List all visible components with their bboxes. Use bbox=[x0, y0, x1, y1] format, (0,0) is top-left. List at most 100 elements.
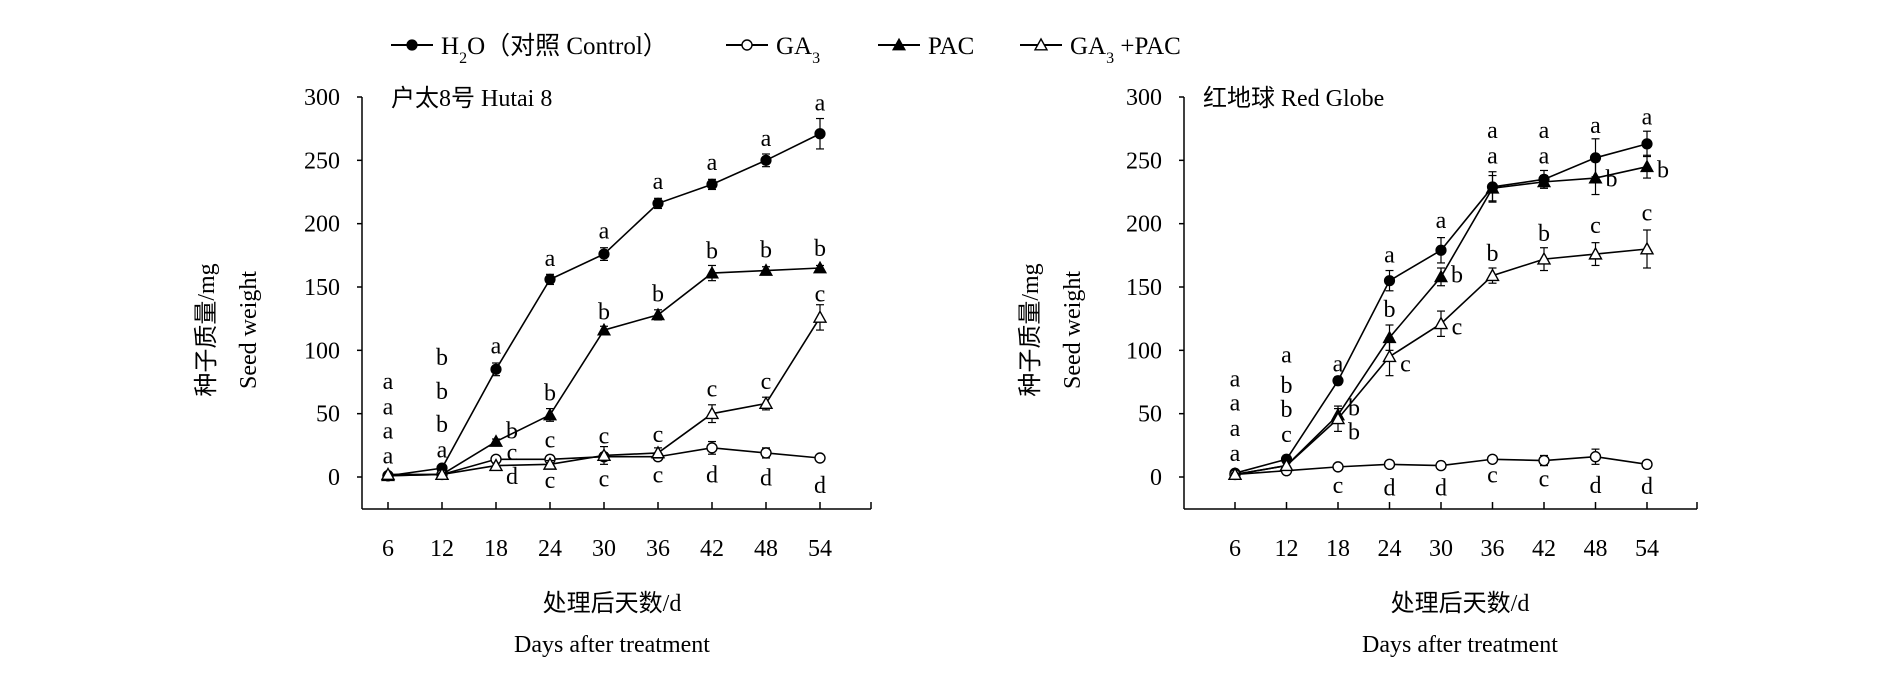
legend-item-ga3-pac: GA3 +PAC bbox=[1020, 33, 1181, 67]
significance-letter: a bbox=[1590, 113, 1601, 139]
x-tick-label: 24 bbox=[538, 536, 562, 562]
significance-letter: c bbox=[1590, 213, 1601, 239]
legend-label-main: GA bbox=[1070, 33, 1106, 60]
x-tick-label: 12 bbox=[430, 536, 454, 562]
data-point-open-triangle bbox=[434, 467, 450, 480]
x-tick-label: 18 bbox=[1326, 536, 1350, 562]
significance-letter: a bbox=[545, 246, 556, 272]
data-point-open-circle bbox=[1486, 453, 1499, 465]
data-point-filled-circle bbox=[1332, 375, 1344, 387]
data-point-filled-triangle bbox=[812, 260, 828, 274]
chart-hutai-8: 0 50 100 150 200 250 300 6 12 18 24 30 36 42 48 54 户太8号 … bbox=[193, 85, 872, 658]
x-tick-label: 36 bbox=[1481, 536, 1505, 562]
y-axis-title: 种子质量/mg bbox=[1017, 263, 1044, 396]
filled-triangle-marker-icon bbox=[891, 37, 907, 51]
significance-letter: a bbox=[761, 126, 772, 152]
chart-red-globe: 0 50 100 150 200 250 300 6 12 18 24 30 36 42 48 54 红地球 R… bbox=[1017, 85, 1698, 658]
data-point-filled-triangle bbox=[704, 265, 720, 279]
x-tick-label: 6 bbox=[382, 536, 394, 562]
legend-item-pac: PAC bbox=[878, 33, 974, 60]
significance-letter: c bbox=[1539, 467, 1550, 493]
y-tick-label: 300 bbox=[1126, 85, 1162, 111]
significance-letter: c bbox=[545, 468, 556, 494]
significance-letter: a bbox=[1230, 391, 1241, 417]
series-ga3-pac bbox=[1227, 229, 1655, 480]
significance-letter: c bbox=[707, 377, 718, 403]
data-point-filled-triangle bbox=[1639, 159, 1655, 173]
data-point-open-circle bbox=[1589, 451, 1602, 463]
data-point-filled-triangle bbox=[1485, 180, 1500, 194]
data-point-filled-triangle bbox=[488, 434, 504, 447]
significance-letter: a bbox=[383, 418, 394, 444]
x-axis-title-en: Days after treatment bbox=[514, 632, 710, 658]
data-point-filled-circle bbox=[706, 178, 718, 190]
data-point-open-triangle bbox=[1485, 268, 1500, 282]
y-tick-label: 0 bbox=[328, 465, 340, 491]
significance-letter: c bbox=[1333, 473, 1344, 499]
significance-letter: c bbox=[599, 423, 610, 449]
significance-letter: b bbox=[506, 418, 518, 444]
significance-letter: b bbox=[1348, 420, 1360, 446]
data-point-open-circle bbox=[1435, 459, 1447, 472]
data-point-filled-circle bbox=[814, 128, 826, 140]
series-line bbox=[1234, 143, 1648, 474]
x-axis-title: 处理后天数/d bbox=[543, 590, 682, 617]
significance-letter: d bbox=[1435, 475, 1447, 501]
data-point-open-circle bbox=[1538, 454, 1550, 467]
significance-letter: c bbox=[599, 467, 610, 493]
significance-letter: c bbox=[653, 422, 664, 448]
data-point-open-circle bbox=[1641, 458, 1653, 471]
data-point-filled-triangle bbox=[1588, 170, 1603, 184]
data-point-open-triangle bbox=[758, 396, 774, 410]
x-axis-title: 处理后天数/d bbox=[1391, 590, 1530, 617]
significance-letter: d bbox=[814, 473, 826, 499]
x-tick-label: 30 bbox=[1429, 536, 1453, 562]
data-point-open-triangle bbox=[488, 458, 504, 472]
significance-letter: a bbox=[1384, 242, 1395, 268]
data-point-filled-circle bbox=[652, 197, 664, 209]
y-axis-title: 种子质量/mg bbox=[193, 263, 220, 396]
y-tick-label: 0 bbox=[1150, 465, 1162, 491]
y-tick-label: 200 bbox=[1126, 212, 1162, 238]
data-point-filled-triangle bbox=[650, 307, 666, 321]
significance-letter: b bbox=[598, 299, 610, 325]
y-axis-title-en: Seed weight bbox=[1060, 271, 1086, 389]
significance-letter: b bbox=[1384, 297, 1396, 323]
significance-letter: a bbox=[383, 369, 394, 395]
data-point-open-triangle bbox=[1588, 246, 1603, 260]
significance-letter: a bbox=[653, 169, 664, 195]
data-point-open-triangle bbox=[380, 467, 396, 480]
legend-label-rest: O（对照 Control） bbox=[467, 32, 668, 60]
significance-letter: b bbox=[436, 345, 448, 371]
significance-letter: b bbox=[436, 412, 448, 438]
legend-item-ga3: GA3 bbox=[726, 33, 820, 67]
y-tick-label: 150 bbox=[1126, 275, 1162, 301]
significance-letter: c bbox=[1452, 315, 1463, 341]
data-point-filled-circle bbox=[1435, 244, 1447, 256]
significance-letter: c bbox=[815, 282, 826, 308]
significance-letter: b bbox=[1281, 397, 1293, 423]
significance-letter: c bbox=[507, 440, 518, 466]
significance-letter: d bbox=[506, 464, 518, 490]
y-tick-label: 250 bbox=[1126, 148, 1162, 174]
significance-letter: d bbox=[1641, 474, 1653, 500]
x-tick-label: 30 bbox=[592, 536, 616, 562]
significance-letter: a bbox=[1281, 342, 1292, 368]
x-tick-label: 48 bbox=[754, 536, 778, 562]
x-tick-label: 36 bbox=[646, 536, 670, 562]
series-pac bbox=[380, 260, 828, 482]
significance-letter: d bbox=[1384, 475, 1396, 501]
significance-letter: a bbox=[383, 394, 394, 420]
legend-item-h2o-control-: H2O（对照 Control） bbox=[391, 32, 668, 67]
legend-label-subscript: 3 bbox=[812, 50, 820, 67]
data-point-open-triangle bbox=[1639, 241, 1655, 255]
x-tick-label: 6 bbox=[1229, 536, 1241, 562]
legend-label: H2O（对照 Control） bbox=[441, 32, 668, 67]
significance-letter: a bbox=[1230, 416, 1241, 442]
data-point-open-circle bbox=[760, 447, 772, 459]
data-point-open-triangle bbox=[542, 456, 558, 470]
significance-letter: a bbox=[599, 218, 610, 244]
significance-letter: a bbox=[1539, 118, 1550, 144]
legend-label-main: PAC bbox=[928, 33, 974, 60]
